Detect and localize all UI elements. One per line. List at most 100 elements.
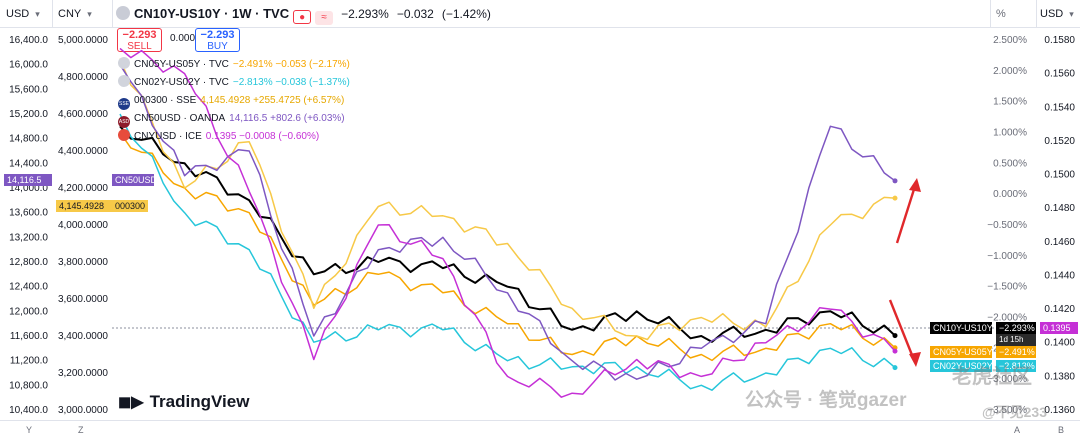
symbol-title: CN10Y-US10Y · 1W · TVC — [134, 6, 290, 21]
legend-values: −2.491% −0.053 (−2.17%) — [232, 59, 350, 70]
axis-tick-label: 0.1380 — [1044, 371, 1075, 382]
axis-tick-label: −0.500% — [987, 220, 1027, 231]
divider — [112, 0, 113, 28]
axis-tick-label: 3,400.0000 — [58, 331, 108, 342]
z-toggle-button[interactable]: Z — [78, 425, 84, 435]
series-last-point — [892, 333, 898, 339]
sell-button[interactable]: −2.293 SELL — [117, 28, 162, 52]
right-currency-selector-usd[interactable]: USD ▾ — [1040, 5, 1080, 23]
axis-tick-label: 4,200.0000 — [58, 183, 108, 194]
axis-tick-label: 15,200.0 — [9, 109, 48, 120]
b-toggle-button[interactable]: B — [1058, 425, 1065, 435]
series-line-000300 — [119, 58, 896, 341]
countdown-tag: 1d 15h — [996, 334, 1036, 346]
cn50usd-label-tag: CN50USD — [112, 174, 157, 186]
buy-button[interactable]: −2.293 BUY — [195, 28, 240, 52]
series-last-point — [892, 365, 898, 371]
left-currency-selector-cny[interactable]: CNY ▾ — [58, 5, 106, 23]
axis-tick-label: −3.500% — [987, 405, 1027, 416]
legend-item-cn02y[interactable]: CN02Y-US02Y · TVC −2.813% −0.038 (−1.37%) — [118, 74, 350, 92]
tradingview-watermark: ◼▶ TradingView — [118, 392, 249, 412]
axis-tick-label: 1.500% — [993, 97, 1027, 108]
series-last-point — [892, 195, 898, 201]
header-change: −0.032 — [396, 7, 434, 21]
axis-tick-label: 3,600.0000 — [58, 294, 108, 305]
series-line-cnyusd — [119, 47, 896, 398]
axis-tick-label: 0.1560 — [1044, 69, 1075, 80]
axis-tick-label: −1.000% — [987, 251, 1027, 262]
axis-tick-label: 14,800.0 — [9, 134, 48, 145]
axis-tick-label: 10,800.0 — [9, 380, 48, 391]
chevron-down-icon: ▾ — [1069, 9, 1074, 19]
right-unit-percent[interactable]: % — [996, 5, 1032, 23]
axis-tick-label: 16,000.0 — [9, 60, 48, 71]
axis-tick-label: 3,000.0000 — [58, 405, 108, 416]
arrow-down-line — [888, 299, 916, 361]
alert-dot-icon[interactable]: ● — [293, 10, 312, 24]
legend-item-cnyusd[interactable]: CNYUSD · ICE 0.1395 −0.0008 (−0.60%) — [118, 128, 350, 146]
legend-item-cn50usd[interactable]: ASD CN50USD · OANDA 14,116.5 +802.6 (+6.03… — [118, 110, 350, 128]
series-line-cn10y-us10y — [119, 125, 896, 343]
divider — [1036, 0, 1037, 28]
chevron-down-icon: ▾ — [87, 9, 92, 19]
annotation-arrows — [888, 178, 921, 367]
axis-tick-label: 0.1580 — [1044, 35, 1075, 46]
axis-tick-label: 4,000.0000 — [58, 220, 108, 231]
legend-name: CN05Y-US05Y · TVC — [134, 59, 229, 70]
axis-tick-label: 0.1420 — [1044, 304, 1075, 315]
series-line-cn05y-us05y — [119, 132, 896, 362]
wave-icon[interactable]: ≈ — [315, 11, 334, 25]
right-unit-label: % — [996, 8, 1006, 20]
left-currency-selector-usd[interactable]: USD ▾ — [6, 5, 50, 23]
arrow-up-head-icon — [909, 178, 921, 192]
axis-tick-label: 11,600.0 — [10, 331, 49, 342]
series-last-point — [892, 178, 898, 184]
axis-tick-label: 5,000.0000 — [58, 35, 108, 46]
axis-tick-label: 14,000.0 — [9, 183, 48, 194]
series-last-point — [892, 348, 898, 354]
symbol-icon — [118, 57, 130, 69]
axis-tick-label: 2.500% — [993, 35, 1027, 46]
left-currency-label-usd: USD — [6, 8, 30, 20]
legend-values: 14,116.5 +802.6 (+6.03%) — [229, 113, 345, 124]
symbol-logo-icon — [116, 6, 130, 20]
axis-tick-label: 0.1400 — [1044, 338, 1075, 349]
cn05y-value-tag: −2.491% — [996, 346, 1036, 358]
legend-values: −2.813% −0.038 (−1.37%) — [232, 77, 350, 88]
spread-value: 0.000 — [170, 33, 196, 44]
axis-tick-label: 13,600.0 — [9, 208, 48, 219]
axis-tick-label: −3.000% — [987, 374, 1027, 385]
axis-tick-label: 4,800.0000 — [58, 72, 108, 83]
legend-name: CN02Y-US02Y · TVC — [134, 77, 229, 88]
axis-tick-label: 16,400.0 — [9, 35, 48, 46]
axis-tick-label: 12,400.0 — [9, 282, 48, 293]
axis-tick-label: 14,400.0 — [9, 158, 48, 169]
right-currency-label: USD — [1040, 8, 1064, 20]
legend-values: 4,145.4928 +255.4725 (+6.57%) — [200, 95, 345, 106]
axis-tick-label: 11,200.0 — [10, 356, 49, 367]
tradingview-brand: TradingView — [149, 392, 250, 411]
bottom-time-bar: Y Z A B — [0, 420, 1080, 439]
sse-logo-icon: SSE — [118, 98, 130, 110]
legend-values: 0.1395 −0.0008 (−0.60%) — [205, 131, 320, 142]
sell-value: −2.293 — [122, 29, 157, 41]
legend-item-000300[interactable]: SSE 000300 · SSE 4,145.4928 +255.4725 (+6.… — [118, 92, 350, 110]
divider — [990, 0, 991, 28]
axis-tick-label: 0.500% — [993, 158, 1027, 169]
axis-tick-label: 10,400.0 — [9, 405, 48, 416]
auto-scale-button[interactable]: A — [1014, 425, 1021, 435]
tradingview-logo-icon: ◼▶ — [118, 394, 144, 411]
arrow-down-head-icon — [909, 352, 921, 367]
header-value: −2.293% — [341, 7, 389, 21]
cn10y-value-tag: −2.293% — [996, 322, 1036, 334]
axis-tick-label: 0.1520 — [1044, 136, 1075, 147]
y-toggle-button[interactable]: Y — [26, 425, 33, 435]
legend-item-cn05y[interactable]: CN05Y-US05Y · TVC −2.491% −0.053 (−2.17%) — [118, 56, 350, 74]
axis-tick-label: 13,200.0 — [9, 232, 48, 243]
arrow-up-line — [895, 182, 918, 244]
divider — [52, 0, 53, 28]
series-line-cn50usd — [119, 64, 896, 381]
legend-name: CN50USD · OANDA — [134, 113, 226, 124]
axis-tick-label: 4,400.0000 — [58, 146, 108, 157]
